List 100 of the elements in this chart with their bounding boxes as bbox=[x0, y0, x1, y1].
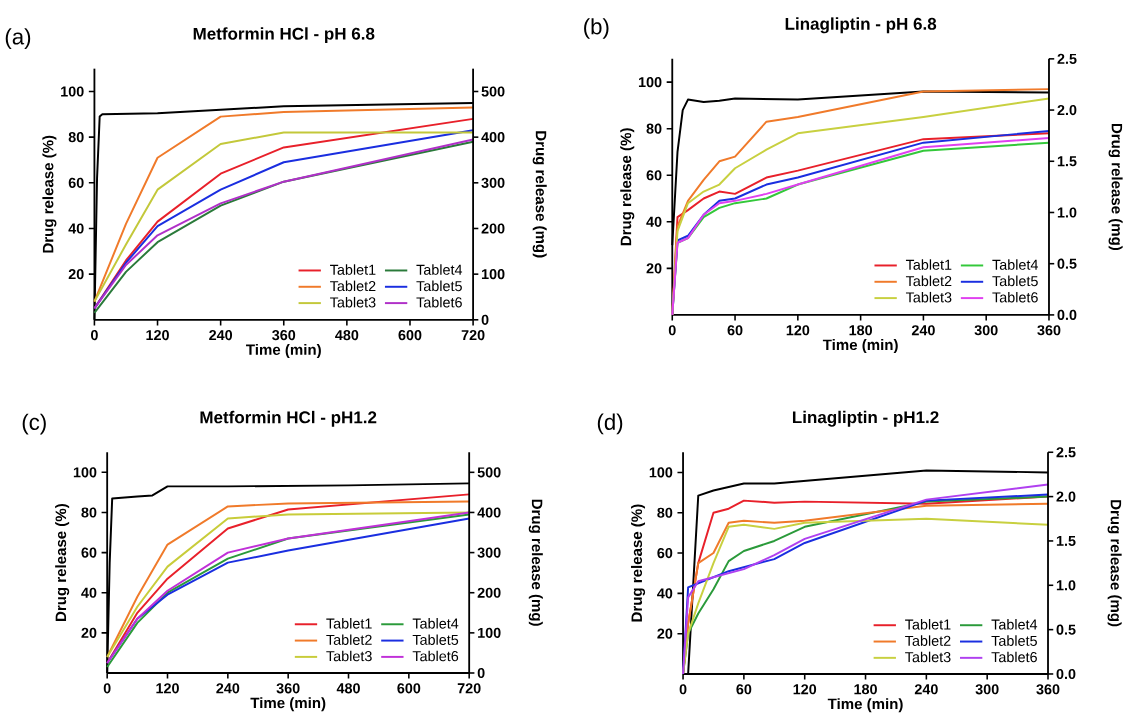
y2-tick-label: 2.5 bbox=[1056, 447, 1076, 458]
y-axis-title: Drug release (%) bbox=[55, 504, 70, 621]
x-axis-title: Time (min) bbox=[827, 698, 903, 713]
y-tick-label: 80 bbox=[81, 507, 97, 518]
y-tick-label: 60 bbox=[81, 547, 97, 558]
y2-tick-label: 500 bbox=[481, 86, 505, 97]
y2-tick-label: 2.0 bbox=[1057, 105, 1077, 116]
y2-tick-label: 400 bbox=[477, 507, 501, 518]
text: (d) bbox=[597, 413, 623, 435]
y2-tick-label: 500 bbox=[477, 467, 501, 478]
y-tick-label: 60 bbox=[657, 547, 673, 559]
x-tick-label: 480 bbox=[336, 683, 360, 694]
legend-label: Tablet1 bbox=[905, 619, 951, 630]
x-tick-label: 60 bbox=[736, 684, 752, 695]
x-tick-label: 0 bbox=[90, 330, 98, 341]
x-tick-label: 0 bbox=[668, 325, 676, 336]
y-tick-label: 80 bbox=[657, 507, 673, 518]
x-tick-label: 600 bbox=[398, 330, 422, 341]
y2-tick-label: 2.5 bbox=[1057, 53, 1077, 64]
y-tick-label: 100 bbox=[61, 86, 84, 97]
y-tick-label: 20 bbox=[646, 263, 662, 274]
legend-label: Tablet6 bbox=[992, 291, 1038, 303]
legend-label: Tablet5 bbox=[992, 275, 1038, 287]
y2-tick-label: 2.0 bbox=[1056, 491, 1076, 502]
y-tick-label: 60 bbox=[646, 170, 662, 181]
y-tick-label: 20 bbox=[68, 269, 84, 280]
chart-title: Metformin HCl - pH1.2 bbox=[200, 410, 377, 427]
y2-axis-title: Drug release (mg) bbox=[1107, 500, 1122, 627]
y2-tick-label: 0 bbox=[477, 667, 485, 679]
x-tick-label: 60 bbox=[727, 325, 743, 336]
x-tick-label: 120 bbox=[786, 325, 810, 336]
y-tick-label: 60 bbox=[68, 177, 84, 188]
x-tick-label: 300 bbox=[975, 684, 999, 695]
y2-axis-title: Drug release (mg) bbox=[532, 131, 547, 258]
y-tick-label: 40 bbox=[68, 223, 84, 234]
y2-tick-label: 1.5 bbox=[1057, 156, 1077, 167]
x-axis-title: Time (min) bbox=[250, 697, 326, 712]
y2-tick-label: 1.0 bbox=[1056, 580, 1076, 591]
y2-axis-title: Drug release (mg) bbox=[528, 499, 543, 626]
y2-tick-label: 100 bbox=[481, 269, 505, 280]
legend-label: Tablet6 bbox=[991, 651, 1037, 663]
y2-tick-label: 0.0 bbox=[1056, 668, 1076, 680]
x-tick-label: 240 bbox=[209, 330, 233, 341]
y-tick-label: 80 bbox=[646, 123, 662, 134]
legend-label: Tablet3 bbox=[905, 651, 951, 663]
y2-tick-label: 0.5 bbox=[1056, 624, 1076, 635]
legend-label: Tablet2 bbox=[905, 635, 951, 646]
chart-title: Metformin HCl - pH 6.8 bbox=[193, 27, 375, 44]
x-tick-label: 720 bbox=[457, 683, 481, 694]
chart-title: Linagliptin - pH 6.8 bbox=[785, 17, 937, 34]
y-tick-label: 40 bbox=[657, 588, 673, 599]
legend-label: Tablet4 bbox=[991, 619, 1038, 630]
x-tick-label: 240 bbox=[216, 683, 240, 694]
y-axis-title: Drug release (%) bbox=[631, 504, 646, 622]
legend-label: Tablet4 bbox=[412, 618, 459, 629]
y-axis-title: Drug release (%) bbox=[620, 128, 635, 246]
x-axis-title: Time (min) bbox=[246, 344, 321, 359]
legend-label: Tablet2 bbox=[905, 275, 952, 287]
y2-tick-label: 1.0 bbox=[1057, 207, 1077, 218]
legend-label: Tablet1 bbox=[326, 618, 372, 629]
x-tick-label: 360 bbox=[1036, 684, 1060, 695]
y-tick-label: 100 bbox=[638, 77, 662, 88]
x-tick-label: 600 bbox=[397, 683, 421, 694]
y-tick-label: 80 bbox=[68, 132, 84, 143]
legend-label: Tablet1 bbox=[330, 264, 376, 275]
y-tick-label: 40 bbox=[646, 216, 662, 227]
y2-tick-label: 100 bbox=[478, 627, 501, 638]
y-tick-label: 20 bbox=[81, 627, 97, 638]
y2-tick-label: 200 bbox=[477, 587, 501, 598]
text: (c) bbox=[22, 413, 46, 435]
legend-label: Tablet3 bbox=[905, 291, 952, 303]
y-axis-title: Drug release (%) bbox=[42, 135, 57, 253]
x-tick-label: 240 bbox=[911, 325, 935, 336]
x-tick-label: 0 bbox=[679, 684, 687, 695]
x-tick-label: 120 bbox=[146, 330, 169, 341]
legend-label: Tablet5 bbox=[412, 634, 459, 645]
x-axis-title: Time (min) bbox=[822, 339, 898, 354]
y2-tick-label: 400 bbox=[481, 132, 505, 143]
legend-label: Tablet6 bbox=[412, 650, 459, 662]
y2-tick-label: 300 bbox=[477, 547, 501, 558]
x-tick-label: 300 bbox=[974, 325, 998, 336]
legend-label: Tablet1 bbox=[905, 259, 952, 270]
legend-label: Tablet4 bbox=[992, 259, 1038, 270]
y2-tick-label: 1.5 bbox=[1056, 535, 1076, 546]
x-tick-label: 120 bbox=[156, 683, 179, 694]
legend-label: Tablet2 bbox=[326, 634, 372, 645]
chart-title: Linagliptin - pH1.2 bbox=[792, 410, 939, 427]
y2-tick-label: 0 bbox=[481, 314, 489, 325]
y-tick-label: 20 bbox=[657, 628, 673, 639]
y2-tick-label: 0.0 bbox=[1057, 309, 1077, 321]
y-tick-label: 40 bbox=[81, 587, 97, 598]
x-tick-label: 120 bbox=[793, 684, 817, 695]
legend-label: Tablet2 bbox=[330, 280, 376, 292]
x-tick-label: 720 bbox=[461, 330, 485, 341]
x-tick-label: 240 bbox=[914, 684, 938, 695]
y2-axis-title: Drug release (mg) bbox=[1108, 123, 1123, 251]
x-tick-label: 360 bbox=[272, 330, 296, 341]
legend-label: Tablet3 bbox=[326, 650, 372, 662]
legend-label: Tablet6 bbox=[416, 296, 462, 308]
legend-label: Tablet5 bbox=[991, 635, 1037, 646]
